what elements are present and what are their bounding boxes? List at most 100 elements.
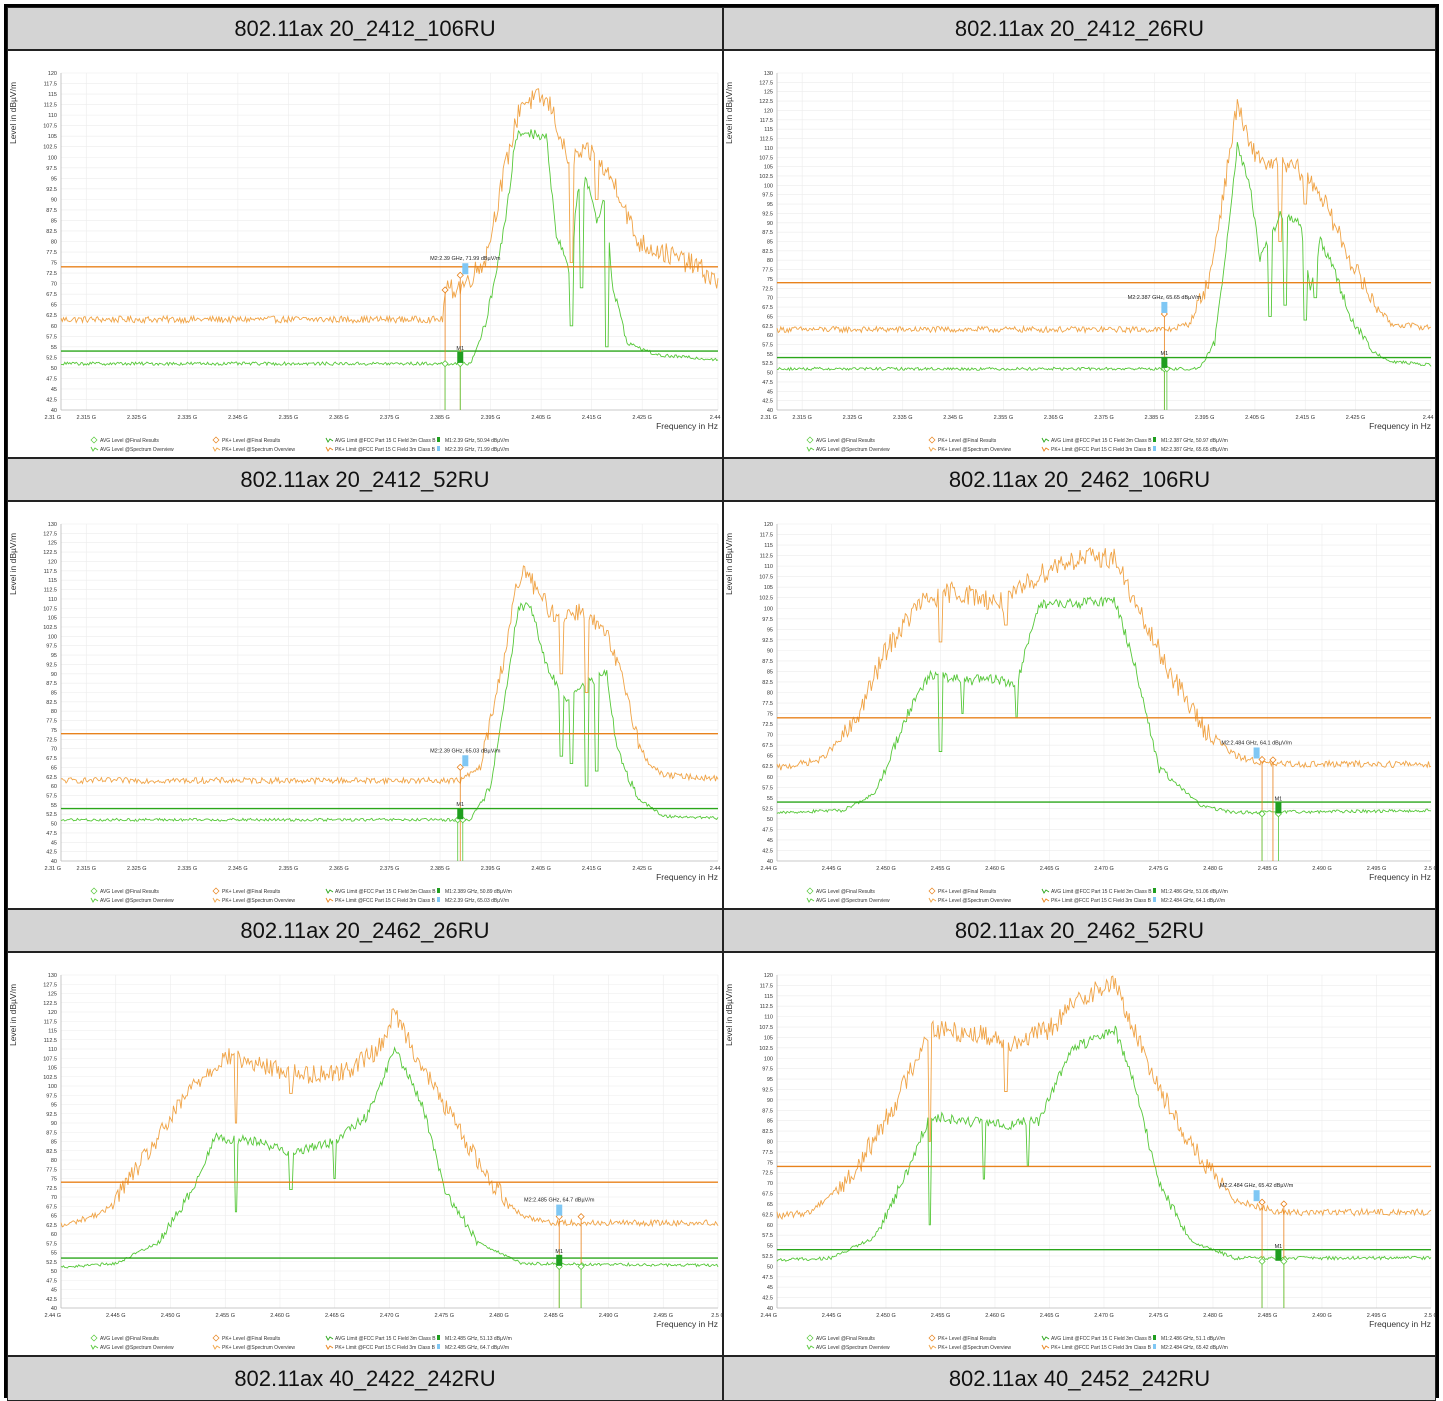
y-tick-label: 87.5 xyxy=(762,1108,773,1114)
legend-avg-limit: AVG Limit @FCC Part 15 C Field 3m Class … xyxy=(1051,438,1152,444)
x-tick-label: 2.450 G xyxy=(876,1313,896,1319)
y-tick-label: 62.5 xyxy=(762,1212,773,1218)
y-tick-label: 47.5 xyxy=(762,1275,773,1281)
legend-pk-final: PK+ Level @Final Results xyxy=(222,889,281,895)
x-tick-label: 2.485 G xyxy=(1258,866,1278,872)
chart-c1: 40 42.5 45 47.5 50 52.5 55 57.5 60 62.5 65 67.5 70 72… xyxy=(8,71,722,453)
m1-marker xyxy=(556,1254,563,1266)
y-tick-label: 115 xyxy=(48,1029,57,1035)
pk-final-point xyxy=(577,1213,585,1221)
y-tick-label: 65 xyxy=(767,754,773,760)
m1-marker-label: M1 xyxy=(555,1249,563,1255)
y-tick-label: 120 xyxy=(764,522,773,528)
m2-marker xyxy=(1253,747,1260,759)
legend-avg-limit: AVG Limit @FCC Part 15 C Field 3m Class … xyxy=(1051,1336,1152,1342)
legend-pk-limit: PK+ Limit @FCC Part 15 C Field 3m Class … xyxy=(335,447,436,453)
y-tick-label: 70 xyxy=(767,733,773,739)
y-tick-label: 102.5 xyxy=(759,1046,773,1052)
m1-marker-label: M1 xyxy=(1275,796,1283,802)
y-tick-label: 72.5 xyxy=(762,286,773,292)
legend-m2-swatch xyxy=(1153,897,1156,902)
legend-avg-final: AVG Level @Final Results xyxy=(100,1336,159,1342)
y-tick-label: 55 xyxy=(767,796,773,802)
legend-pk-overview-swatch xyxy=(928,1344,937,1350)
y-tick-label: 50 xyxy=(767,1264,773,1270)
y-tick-label: 97.5 xyxy=(46,166,57,172)
y-tick-label: 127.5 xyxy=(43,531,57,537)
x-tick-label: 2.31 G xyxy=(44,415,61,421)
y-tick-label: 77.5 xyxy=(46,719,57,725)
y-tick-label: 67.5 xyxy=(762,305,773,311)
y-tick-label: 107.5 xyxy=(759,575,773,581)
y-tick-label: 100 xyxy=(764,1056,773,1062)
y-tick-label: 77.5 xyxy=(762,701,773,707)
y-tick-label: 67.5 xyxy=(46,756,57,762)
y-tick-label: 72.5 xyxy=(46,271,57,277)
y-tick-label: 67.5 xyxy=(762,743,773,749)
x-tick-label: 2.5 G xyxy=(1424,866,1435,872)
chart-legend: AVG Level @Final Results AVG Level @Spect… xyxy=(806,887,1228,904)
y-tick-label: 97.5 xyxy=(762,193,773,199)
x-tick-label: 2.455 G xyxy=(931,866,951,872)
y-tick-label: 127.5 xyxy=(43,982,57,988)
x-tick-label: 2.445 G xyxy=(822,866,842,872)
y-tick-label: 112.5 xyxy=(44,1038,57,1044)
legend-m2: M2:2.387 GHz, 65.65 dBµV/m xyxy=(1161,447,1228,453)
y-tick-label: 87.5 xyxy=(762,659,773,665)
y-tick-label: 117.5 xyxy=(760,118,773,124)
x-tick-label: 2.415 G xyxy=(1295,415,1315,421)
y-tick-label: 57.5 xyxy=(762,342,773,348)
x-tick-label: 2.5 G xyxy=(711,1313,722,1319)
legend-pk-limit-swatch xyxy=(1041,446,1050,452)
legend-avg-overview: AVG Level @Spectrum Overview xyxy=(816,447,890,453)
y-tick-label: 130 xyxy=(48,522,57,528)
x-tick-label: 2.345 G xyxy=(943,415,963,421)
m2-marker xyxy=(1161,301,1168,313)
legend-pk-final: PK+ Level @Final Results xyxy=(938,889,997,895)
y-tick-label: 52.5 xyxy=(46,1260,57,1266)
avg-level-trace xyxy=(61,129,719,367)
x-tick-label: 2.460 G xyxy=(985,1313,1005,1319)
y-tick-label: 50 xyxy=(51,1269,57,1275)
legend-m2-swatch xyxy=(437,1344,440,1349)
y-tick-label: 72.5 xyxy=(762,1171,773,1177)
legend-m1: M1:2.486 GHz, 51.06 dBµV/m xyxy=(1161,889,1228,895)
x-tick-label: 2.44 G xyxy=(1423,415,1435,421)
y-tick-label: 52.5 xyxy=(46,812,57,818)
x-tick-label: 2.325 G xyxy=(843,415,863,421)
legend-m2: M2:2.39 GHz, 71.99 dBµV/m xyxy=(445,447,509,453)
x-tick-label: 2.315 G xyxy=(76,415,96,421)
y-tick-label: 87.5 xyxy=(46,1130,57,1136)
legend-avg-overview-swatch xyxy=(90,1344,99,1350)
x-tick-label: 2.490 G xyxy=(1312,866,1332,872)
x-tick-label: 2.405 G xyxy=(531,866,551,872)
y-tick-label: 42.5 xyxy=(46,397,57,403)
y-tick-label: 77.5 xyxy=(762,268,773,274)
y-tick-label: 75 xyxy=(51,1177,57,1183)
y-tick-label: 82.5 xyxy=(762,249,773,255)
avg-final-point xyxy=(1280,1257,1288,1265)
m2-marker xyxy=(462,755,469,767)
x-tick-label: 2.44 G xyxy=(760,866,777,872)
legend-avg-overview-swatch xyxy=(90,897,99,903)
legend-pk-overview-swatch xyxy=(212,897,221,903)
x-tick-label: 2.495 G xyxy=(1367,1313,1387,1319)
y-tick-label: 122.5 xyxy=(759,99,773,105)
x-tick-label: 2.470 G xyxy=(380,1313,400,1319)
x-tick-label: 2.480 G xyxy=(1203,1313,1223,1319)
legend-pk-overview-swatch xyxy=(212,446,221,452)
x-tick-label: 2.445 G xyxy=(822,1313,842,1319)
chart-header-1: 802.11ax 20_2412_106RU xyxy=(7,7,723,50)
chart-panel-1: 40 42.5 45 47.5 50 52.5 55 57.5 60 62.5 65 67.5 70 72… xyxy=(7,50,723,458)
avg-final-point xyxy=(441,360,449,368)
y-tick-label: 125 xyxy=(48,992,57,998)
x-tick-label: 2.335 G xyxy=(893,415,913,421)
y-tick-label: 45 xyxy=(767,838,773,844)
y-tick-label: 80 xyxy=(51,709,57,715)
x-tick-label: 2.315 G xyxy=(76,866,96,872)
y-tick-label: 52.5 xyxy=(762,1254,773,1260)
y-tick-label: 62.5 xyxy=(762,324,773,330)
legend-avg-limit-swatch xyxy=(1041,1335,1050,1341)
chart-panel-2: 40 42.5 45 47.5 50 52.5 55 57.5 60 62.5 65 67.5 70 72… xyxy=(723,50,1436,458)
y-tick-label: 47.5 xyxy=(46,831,57,837)
